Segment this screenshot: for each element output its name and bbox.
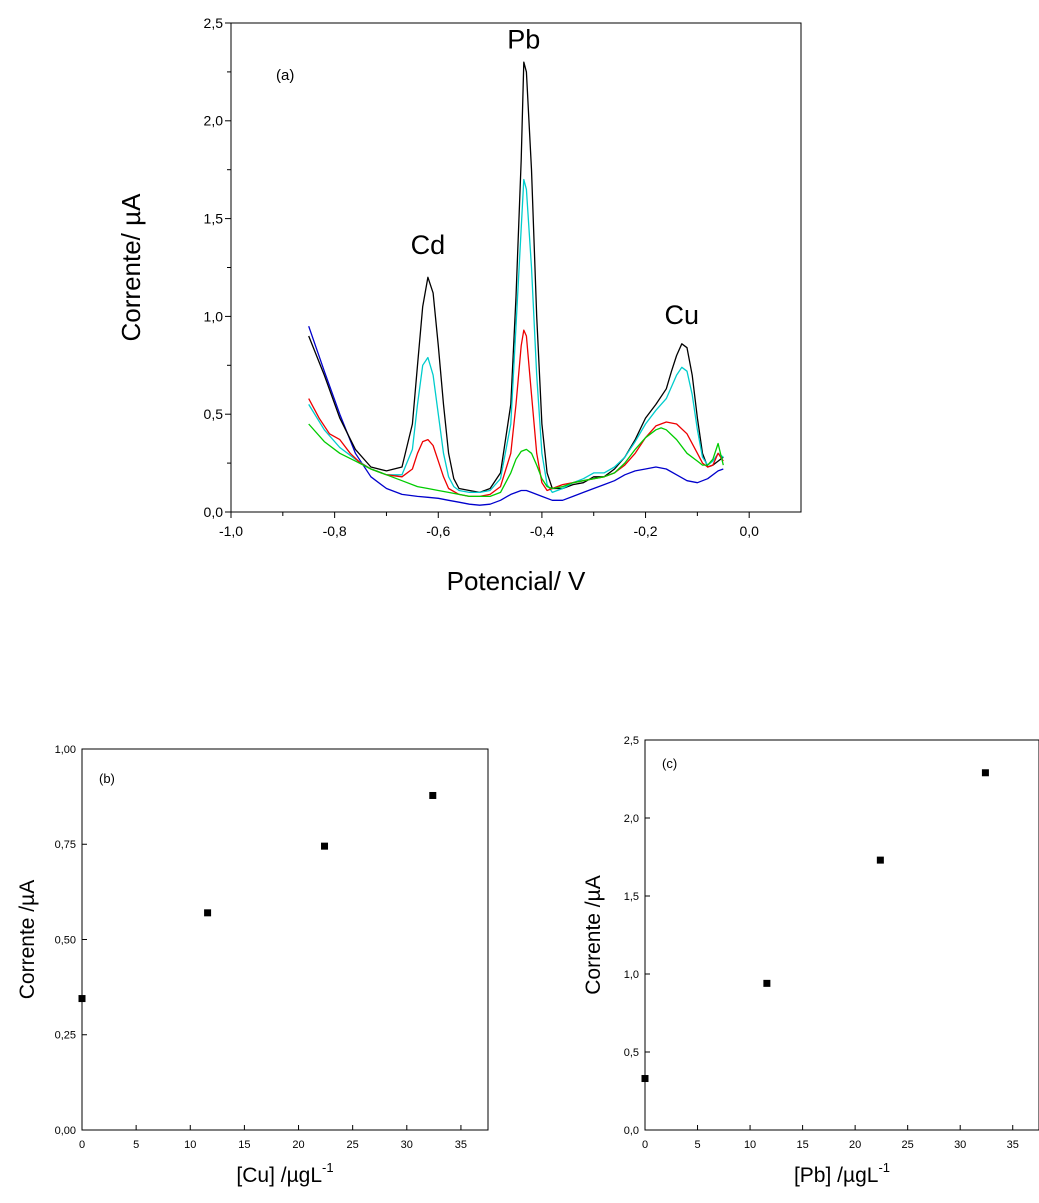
y-tick-label: 0,5 [204,406,224,422]
y-tick-label: 2,5 [624,735,639,747]
x-tick-label: 10 [184,1139,196,1151]
data-point [876,856,884,864]
series-line-5 [308,423,724,498]
y-tick-label: 0,25 [55,1030,76,1042]
x-tick-label: 20 [292,1139,304,1151]
x-tick-label: -0,4 [530,523,554,539]
peak-label-cu: Cu [665,300,700,330]
x-tick-label: -0,8 [323,523,347,539]
x-tick-label: 15 [238,1139,250,1151]
y-tick-label: 2,5 [204,15,224,31]
y-tick-label: 0,50 [55,934,76,946]
data-point [321,842,329,850]
series-line-4 [308,329,724,498]
panel-label: (c) [662,756,677,771]
plot-frame [230,22,802,513]
data-point [78,995,86,1003]
x-tick-label: 0 [642,1139,648,1151]
x-tick-label: 30 [401,1139,413,1151]
data-point [763,979,771,987]
x-axis-label: [Pb] /µgL-1 [794,1160,890,1187]
y-tick-label: 1,0 [204,308,224,324]
y-tick-label: 0,5 [624,1047,639,1059]
x-tick-label: 10 [744,1139,756,1151]
y-tick-label: 1,5 [624,891,639,903]
x-axis-label: [Cu] /µgL-1 [236,1160,333,1187]
x-tick-label: 5 [133,1139,139,1151]
series-line-1 [308,325,724,506]
x-tick-label: -0,6 [426,523,450,539]
plot-frame [644,739,1039,1131]
x-tick-label: 0,0 [739,523,759,539]
chart-panel-b: 0 5 10 15 20 25 30 35 0,00 0,25 0,50 0,75 1,00 [Cu] /… [16,744,489,1187]
x-tick-label: 35 [455,1139,467,1151]
y-tick-label: 0,0 [204,504,224,520]
panel-label: (a) [276,67,294,84]
x-tick-label: 25 [347,1139,359,1151]
plot-frame [81,748,489,1131]
panel-label: (b) [99,771,115,786]
y-tick-label: 0,75 [55,839,76,851]
x-tick-label: 25 [902,1139,914,1151]
y-tick-label: 1,0 [624,969,639,981]
series-line-2 [308,61,724,494]
y-tick-label: 1,5 [204,211,224,227]
chart-panel-c: 0 5 10 15 20 25 30 35 0,0 0,5 1,0 1,5 2,0 2,5 [Pb] /µg… [582,735,1039,1187]
x-tick-label: 0 [79,1139,85,1151]
x-tick-label: 30 [954,1139,966,1151]
data-point [204,909,212,917]
chart-panel-a: -1,0 -0,8 -0,6 -0,4 -0,2 0,0 0,0 0,5 1,0 1,5 2,0 2,… [116,15,802,596]
x-tick-label: 20 [849,1139,861,1151]
y-tick-label: 2,0 [204,113,224,129]
x-tick-label: -0,2 [633,523,657,539]
x-tick-label: -1,0 [219,523,243,539]
x-tick-label: 35 [1007,1139,1019,1151]
y-tick-label: 0,0 [624,1125,639,1137]
data-point [641,1075,649,1083]
y-tick-label: 0,00 [55,1125,76,1137]
y-tick-label: 1,00 [55,744,76,756]
y-axis-label: Corrente/ µA [116,193,146,342]
y-axis-label: Corrente /µA [16,880,39,999]
x-axis-label: Potencial/ V [447,566,586,596]
y-axis-label: Corrente /µA [582,875,605,994]
x-tick-label: 15 [796,1139,808,1151]
series-line-3 [308,178,724,494]
data-point [429,791,437,799]
x-tick-label: 5 [694,1139,700,1151]
peak-label-cd: Cd [411,230,446,260]
y-tick-label: 2,0 [624,813,639,825]
data-point [981,769,989,777]
peak-label-pb: Pb [507,24,540,54]
